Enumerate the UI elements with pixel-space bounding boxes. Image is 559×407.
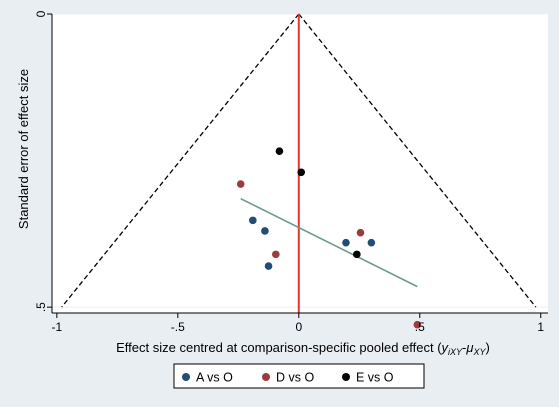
funnel-right-line — [298, 13, 537, 308]
y-tick-label: .5 — [34, 302, 48, 312]
x-axis-title-text: Effect size centred at comparison-specif… — [116, 340, 442, 355]
legend: A vs O D vs O E vs O — [173, 363, 425, 389]
data-point — [356, 228, 365, 237]
legend-marker — [262, 373, 270, 381]
axes-layer: -1 -.5 0 .5 1 0 .5 — [34, 10, 548, 334]
plot-area — [52, 14, 548, 313]
x-axis-title-mu: μ — [465, 340, 473, 355]
x-axis-title-y: y — [441, 340, 450, 355]
line-layer — [240, 14, 418, 313]
data-point — [275, 147, 284, 155]
legend-marker — [182, 373, 190, 381]
data-point — [342, 238, 350, 247]
x-axis-title-minus: - — [462, 340, 466, 355]
x-tick-label: -.5 — [171, 320, 185, 334]
y-tick-label: 0 — [34, 10, 48, 17]
points-layer — [236, 147, 422, 329]
x-axis-title-close: ) — [486, 340, 490, 355]
funnel-layer — [61, 13, 537, 308]
data-point — [367, 238, 376, 247]
grid-layer — [52, 13, 548, 308]
data-point — [413, 320, 422, 329]
data-point — [264, 262, 273, 270]
x-tick-label: 1 — [537, 320, 544, 334]
x-tick-label: .5 — [415, 320, 425, 334]
x-tick-label: 0 — [295, 320, 302, 334]
legend-box — [173, 363, 425, 389]
data-point — [261, 227, 269, 235]
legend-label: E vs O — [356, 371, 394, 385]
data-point — [353, 250, 361, 259]
x-axis-title-y-sub: iXY — [448, 347, 463, 357]
data-point — [297, 168, 306, 177]
y-axis-title: Standard error of effect size — [16, 69, 31, 229]
funnel-left-line — [61, 13, 300, 308]
regression-line — [240, 197, 418, 288]
legend-label: D vs O — [276, 371, 314, 385]
data-point — [236, 180, 245, 188]
x-axis-title-mu-sub: XY — [473, 347, 487, 357]
data-point — [272, 250, 280, 259]
legend-label: A vs O — [196, 371, 233, 385]
x-axis-title: Effect size centred at comparison-specif… — [116, 340, 490, 357]
legend-marker — [342, 373, 350, 381]
x-tick-label: -1 — [52, 320, 63, 334]
data-point — [249, 216, 257, 225]
